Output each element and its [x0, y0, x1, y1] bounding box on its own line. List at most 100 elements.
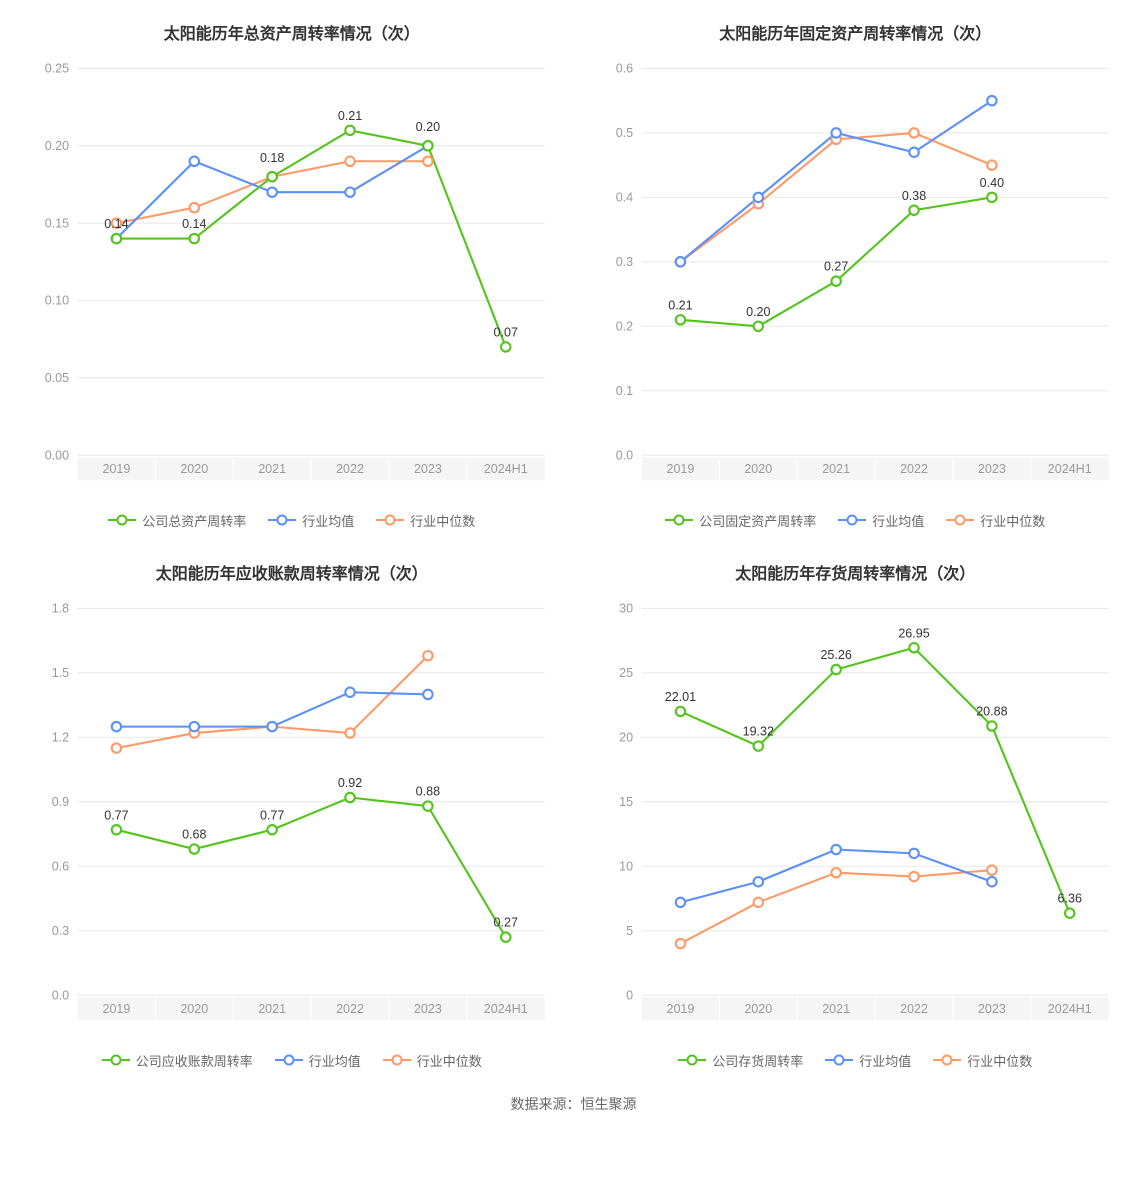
svg-text:0.0: 0.0 [615, 448, 632, 462]
legend-median: 行业中位数 [933, 1051, 1032, 1070]
svg-text:6.36: 6.36 [1057, 892, 1081, 906]
legend-median-label: 行业中位数 [967, 1051, 1032, 1070]
svg-text:0.20: 0.20 [45, 139, 69, 153]
svg-text:2024H1: 2024H1 [484, 462, 528, 476]
chart-panel-1: 太阳能历年固定资产周转率情况（次） 0.00.10.20.30.40.50.62… [584, 20, 1128, 530]
legend-marker-icon [108, 513, 136, 527]
svg-text:2019: 2019 [102, 462, 130, 476]
legend-median-label: 行业中位数 [410, 511, 475, 530]
legend-company-label: 公司存货周转率 [712, 1051, 803, 1070]
chart-panel-2: 太阳能历年应收账款周转率情况（次） 0.00.30.60.91.21.51.82… [20, 560, 564, 1070]
legend-marker-icon [376, 513, 404, 527]
legend-marker-icon [838, 513, 866, 527]
chart-legend: 公司存货周转率 行业均值 行业中位数 [678, 1051, 1032, 1070]
svg-text:0.14: 0.14 [104, 217, 128, 231]
svg-text:0.77: 0.77 [104, 808, 128, 822]
svg-text:0.1: 0.1 [615, 384, 632, 398]
svg-text:2020: 2020 [180, 1002, 208, 1016]
svg-text:2023: 2023 [977, 1002, 1005, 1016]
svg-text:0.77: 0.77 [260, 808, 284, 822]
svg-text:25: 25 [619, 666, 633, 680]
svg-text:0.14: 0.14 [182, 217, 206, 231]
svg-text:0.21: 0.21 [668, 298, 692, 312]
chart-grid: 太阳能历年总资产周转率情况（次） 0.000.050.100.150.200.2… [20, 20, 1127, 1070]
legend-mean-label: 行业均值 [872, 511, 924, 530]
legend-mean: 行业均值 [268, 511, 354, 530]
legend-marker-icon [825, 1053, 853, 1067]
legend-marker-icon [933, 1053, 961, 1067]
legend-median-label: 行业中位数 [417, 1051, 482, 1070]
svg-text:0.38: 0.38 [901, 189, 925, 203]
legend-median: 行业中位数 [383, 1051, 482, 1070]
svg-text:0.88: 0.88 [416, 785, 440, 799]
svg-text:1.8: 1.8 [52, 602, 69, 616]
svg-text:0.18: 0.18 [260, 151, 284, 165]
legend-company-label: 公司总资产周转率 [142, 511, 246, 530]
svg-text:0.20: 0.20 [416, 120, 440, 134]
svg-text:0.5: 0.5 [615, 126, 632, 140]
chart-2: 0.00.30.60.91.21.51.82019202020212022202… [20, 598, 564, 1037]
legend-mean: 行业均值 [275, 1051, 361, 1070]
chart-panel-0: 太阳能历年总资产周转率情况（次） 0.000.050.100.150.200.2… [20, 20, 564, 530]
svg-text:1.2: 1.2 [52, 731, 69, 745]
legend-marker-icon [678, 1053, 706, 1067]
legend-marker-icon [275, 1053, 303, 1067]
legend-mean-label: 行业均值 [309, 1051, 361, 1070]
svg-text:2020: 2020 [744, 462, 772, 476]
legend-company: 公司固定资产周转率 [665, 511, 816, 530]
chart-title: 太阳能历年应收账款周转率情况（次） [156, 560, 428, 584]
chart-3: 051015202530201920202021202220232024H122… [584, 598, 1128, 1037]
svg-text:0.0: 0.0 [52, 988, 69, 1002]
svg-text:0.2: 0.2 [615, 319, 632, 333]
legend-mean: 行业均值 [825, 1051, 911, 1070]
svg-text:0.27: 0.27 [823, 260, 847, 274]
legend-company-label: 公司固定资产周转率 [699, 511, 816, 530]
svg-text:2022: 2022 [900, 462, 928, 476]
svg-text:20.88: 20.88 [976, 705, 1007, 719]
svg-text:2019: 2019 [666, 462, 694, 476]
svg-text:0.27: 0.27 [494, 916, 518, 930]
svg-text:2021: 2021 [258, 462, 286, 476]
svg-text:2019: 2019 [666, 1002, 694, 1016]
chart-legend: 公司总资产周转率 行业均值 行业中位数 [108, 511, 475, 530]
svg-text:2023: 2023 [977, 462, 1005, 476]
svg-text:2023: 2023 [414, 462, 442, 476]
legend-mean-label: 行业均值 [302, 511, 354, 530]
svg-text:25.26: 25.26 [820, 648, 851, 662]
chart-panel-3: 太阳能历年存货周转率情况（次） 051015202530201920202021… [584, 560, 1128, 1070]
svg-text:19.32: 19.32 [742, 725, 773, 739]
svg-text:30: 30 [619, 602, 633, 616]
legend-company: 公司总资产周转率 [108, 511, 246, 530]
legend-median: 行业中位数 [946, 511, 1045, 530]
svg-text:2024H1: 2024H1 [484, 1002, 528, 1016]
svg-text:0.3: 0.3 [52, 924, 69, 938]
svg-text:20: 20 [619, 731, 633, 745]
chart-0: 0.000.050.100.150.200.252019202020212022… [20, 58, 564, 497]
svg-text:0.21: 0.21 [338, 109, 362, 123]
svg-text:2020: 2020 [744, 1002, 772, 1016]
legend-marker-icon [946, 513, 974, 527]
svg-text:0.10: 0.10 [45, 294, 69, 308]
svg-text:0.3: 0.3 [615, 255, 632, 269]
svg-text:2022: 2022 [900, 1002, 928, 1016]
svg-text:2024H1: 2024H1 [1047, 1002, 1091, 1016]
svg-text:0.4: 0.4 [615, 191, 632, 205]
legend-mean-label: 行业均值 [859, 1051, 911, 1070]
svg-text:0: 0 [626, 988, 633, 1002]
svg-text:0.68: 0.68 [182, 828, 206, 842]
svg-text:2021: 2021 [822, 462, 850, 476]
chart-title: 太阳能历年存货周转率情况（次） [735, 560, 975, 584]
svg-text:0.00: 0.00 [45, 448, 69, 462]
svg-text:2022: 2022 [336, 462, 364, 476]
svg-text:2023: 2023 [414, 1002, 442, 1016]
chart-legend: 公司固定资产周转率 行业均值 行业中位数 [665, 511, 1045, 530]
svg-text:5: 5 [626, 924, 633, 938]
legend-median: 行业中位数 [376, 511, 475, 530]
data-source-footer: 数据来源：恒生聚源 [20, 1094, 1127, 1114]
legend-marker-icon [268, 513, 296, 527]
svg-text:22.01: 22.01 [664, 690, 695, 704]
svg-text:26.95: 26.95 [898, 626, 929, 640]
svg-text:2021: 2021 [822, 1002, 850, 1016]
legend-company-label: 公司应收账款周转率 [136, 1051, 253, 1070]
svg-text:0.20: 0.20 [746, 305, 770, 319]
